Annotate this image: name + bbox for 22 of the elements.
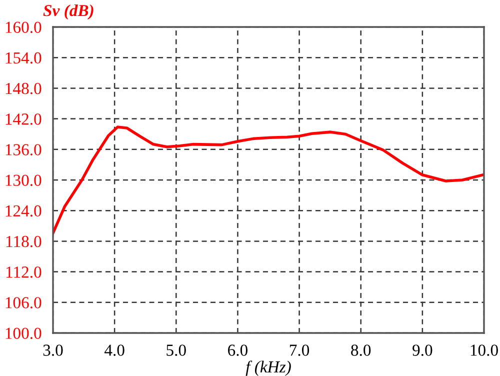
y-tick-label: 124.0 bbox=[6, 205, 42, 217]
x-tick-label: 3.0 bbox=[43, 344, 63, 356]
x-axis-title: f (kHz) bbox=[246, 360, 291, 376]
y-tick-label: 112.0 bbox=[6, 266, 42, 278]
y-tick-label: 154.0 bbox=[6, 52, 42, 64]
x-tick-label: 7.0 bbox=[290, 344, 310, 356]
y-tick-label: 148.0 bbox=[6, 82, 42, 94]
x-tick-label: 8.0 bbox=[351, 344, 371, 356]
line-series bbox=[53, 126, 484, 234]
y-tick-label: 118.0 bbox=[6, 236, 42, 248]
x-tick-label: 10.0 bbox=[470, 344, 498, 356]
y-tick-label: 142.0 bbox=[6, 114, 42, 125]
y-tick-label: 160.0 bbox=[6, 22, 42, 34]
x-tick-label: 9.0 bbox=[412, 344, 432, 356]
y-tick-label: 106.0 bbox=[6, 297, 42, 308]
y-tick-label: 100.0 bbox=[6, 328, 42, 340]
y-tick-label: 136.0 bbox=[6, 144, 42, 156]
y-tick-label: 130.0 bbox=[6, 174, 42, 186]
x-tick-label: 5.0 bbox=[166, 344, 186, 356]
y-axis-title: Sv (dB) bbox=[43, 4, 94, 20]
x-tick-label: 6.0 bbox=[228, 344, 248, 356]
x-tick-label: 4.0 bbox=[104, 344, 124, 356]
